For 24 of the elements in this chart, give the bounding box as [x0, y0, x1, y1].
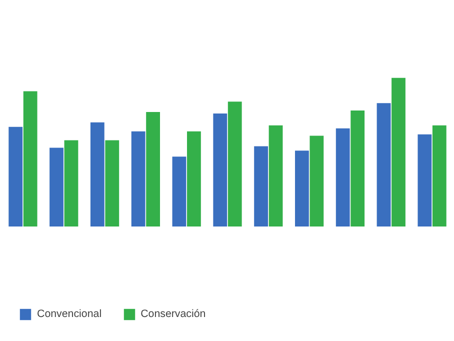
bar: [432, 125, 446, 226]
bar: [90, 122, 104, 226]
bar: [50, 148, 64, 226]
bar: [23, 91, 38, 226]
bar: [376, 103, 391, 226]
bar: [418, 134, 432, 226]
bar: [146, 112, 160, 226]
bar: [254, 146, 268, 226]
bar: [336, 128, 350, 226]
bar: [228, 102, 242, 226]
bar: [8, 126, 23, 226]
bar: [172, 156, 186, 226]
legend-label: Convencional: [37, 308, 102, 320]
legend-label: Conservación: [140, 308, 206, 320]
bar: [350, 110, 365, 226]
bar: [187, 131, 201, 226]
bar: [64, 140, 78, 226]
bar: [131, 131, 146, 226]
bar: [105, 140, 120, 226]
bar: [268, 125, 283, 226]
bar: [295, 150, 309, 226]
bar: [392, 78, 406, 226]
bar: [213, 114, 228, 226]
bar: [310, 136, 324, 226]
